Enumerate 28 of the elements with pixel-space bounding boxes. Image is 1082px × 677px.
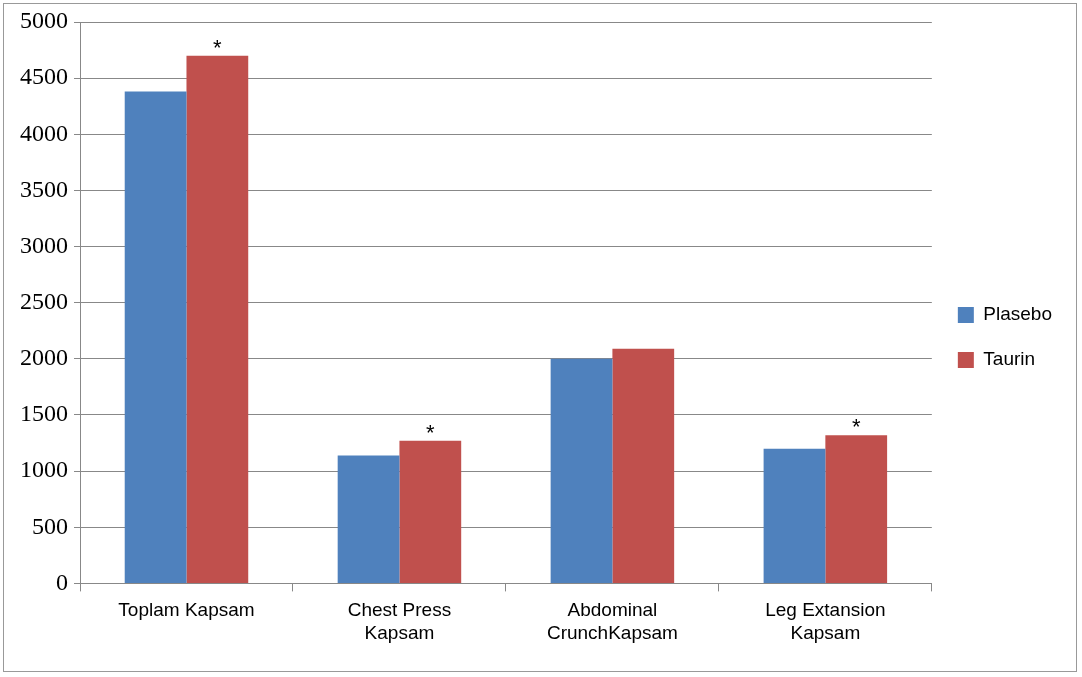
x-tick-label: Toplam Kapsam bbox=[118, 599, 255, 621]
annotation: * bbox=[426, 419, 436, 445]
y-tick-label: 2000 bbox=[20, 344, 68, 371]
y-tick-label: 4500 bbox=[20, 63, 68, 90]
annotation: * bbox=[213, 34, 223, 60]
y-tick-label: 3500 bbox=[20, 175, 68, 202]
bar bbox=[550, 358, 613, 583]
annotation: * bbox=[851, 414, 861, 440]
x-tick-label: Abdominal CrunchKapsam bbox=[546, 599, 678, 643]
bar bbox=[124, 91, 187, 583]
y-tick-label: 1500 bbox=[20, 400, 68, 427]
bar bbox=[186, 55, 249, 583]
x-tick-label: Leg Extansion Kapsam bbox=[765, 599, 886, 643]
bar bbox=[337, 455, 400, 583]
y-tick-label: 1000 bbox=[20, 456, 68, 483]
y-tick-label: 500 bbox=[32, 512, 68, 539]
x-tick-label: Chest Press Kapsam bbox=[347, 599, 452, 643]
y-tick-label: 0 bbox=[56, 568, 68, 595]
y-tick-label: 2500 bbox=[20, 288, 68, 314]
bar bbox=[399, 440, 462, 583]
y-tick-label: 4000 bbox=[20, 119, 68, 146]
legend-label: Taurin bbox=[983, 348, 1036, 370]
y-tick-label: 3000 bbox=[20, 231, 68, 258]
bar bbox=[612, 348, 675, 583]
y-tick-label: 5000 bbox=[20, 7, 68, 34]
bar bbox=[825, 435, 888, 583]
bar bbox=[763, 448, 826, 583]
legend-label: Plasebo bbox=[983, 303, 1053, 325]
